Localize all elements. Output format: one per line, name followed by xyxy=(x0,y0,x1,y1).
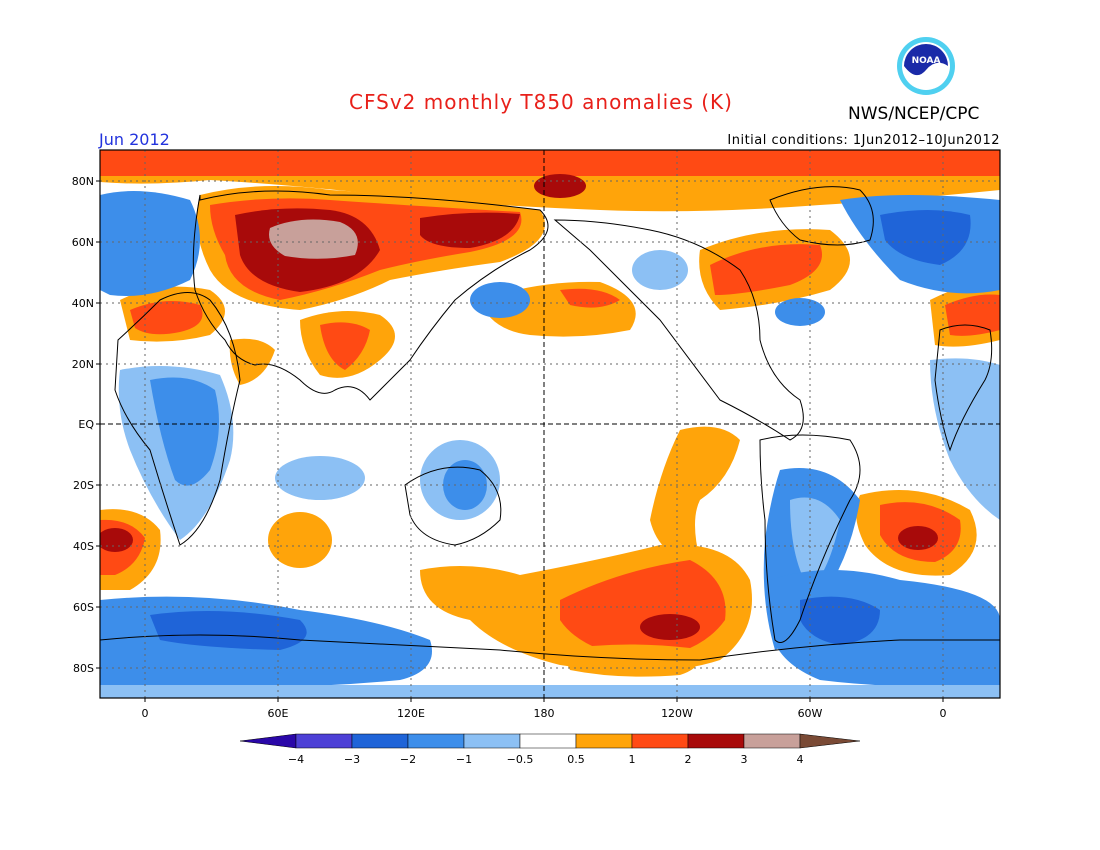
colorbar-label: −3 xyxy=(343,753,361,766)
axis-ticks xyxy=(96,180,944,702)
lon-label-0-left: 0 xyxy=(141,707,149,720)
coastlines xyxy=(100,186,1000,661)
colorbar-segment-0 xyxy=(239,733,297,749)
lat-label-80n: 80N xyxy=(71,175,94,188)
colorbar-segment-5 xyxy=(519,733,577,749)
lon-label-120e: 120E xyxy=(397,707,425,720)
colorbar xyxy=(239,733,861,749)
lon-label-0-right: 0 xyxy=(939,707,947,720)
colorbar-label: 0.5 xyxy=(567,753,585,766)
reference-lines xyxy=(100,150,1000,698)
lon-label-120w: 120W xyxy=(661,707,693,720)
colorbar-segment-10 xyxy=(799,733,861,749)
colorbar-segment-9 xyxy=(743,733,801,749)
colorbar-label: 4 xyxy=(796,753,804,766)
colorbar-segment-3 xyxy=(407,733,465,749)
lon-label-60e: 60E xyxy=(267,707,289,720)
lat-label-80s: 80S xyxy=(73,662,94,675)
agency-label: NWS/NCEP/CPC xyxy=(848,104,980,124)
lon-label-60w: 60W xyxy=(797,707,823,720)
lon-label-180: 180 xyxy=(533,707,555,720)
lat-label-20s: 20S xyxy=(73,479,94,492)
colorbar-segment-4 xyxy=(463,733,521,749)
lat-label-60s: 60S xyxy=(73,601,94,614)
colorbar-label: −4 xyxy=(287,753,305,766)
colorbar-segment-1 xyxy=(295,733,353,749)
colorbar-label: −0.5 xyxy=(506,753,534,766)
lat-label-40n: 40N xyxy=(71,297,94,310)
forecast-month-label: Jun 2012 xyxy=(99,130,170,149)
colorbar-label: −1 xyxy=(455,753,473,766)
lat-label-60n: 60N xyxy=(71,236,94,249)
graticule xyxy=(100,150,1000,698)
noaa-logo: NOAA xyxy=(897,37,955,95)
colorbar-segment-7 xyxy=(631,733,689,749)
colorbar-segment-8 xyxy=(687,733,745,749)
colorbar-label: 3 xyxy=(740,753,748,766)
map-title: CFSv2 monthly T850 anomalies (K) xyxy=(349,90,733,114)
colorbar-label: −2 xyxy=(399,753,417,766)
lat-label-40s: 40S xyxy=(73,540,94,553)
colorbar-segment-2 xyxy=(351,733,409,749)
initial-conditions-label: Initial conditions: 1Jun2012–10Jun2012 xyxy=(727,133,1000,148)
lat-label-20n: 20N xyxy=(71,358,94,371)
colorbar-segment-6 xyxy=(575,733,633,749)
colorbar-label: 2 xyxy=(684,753,692,766)
noaa-logo-text: NOAA xyxy=(912,56,941,66)
colorbar-label: 1 xyxy=(628,753,636,766)
lat-label-eq: EQ xyxy=(78,418,94,431)
